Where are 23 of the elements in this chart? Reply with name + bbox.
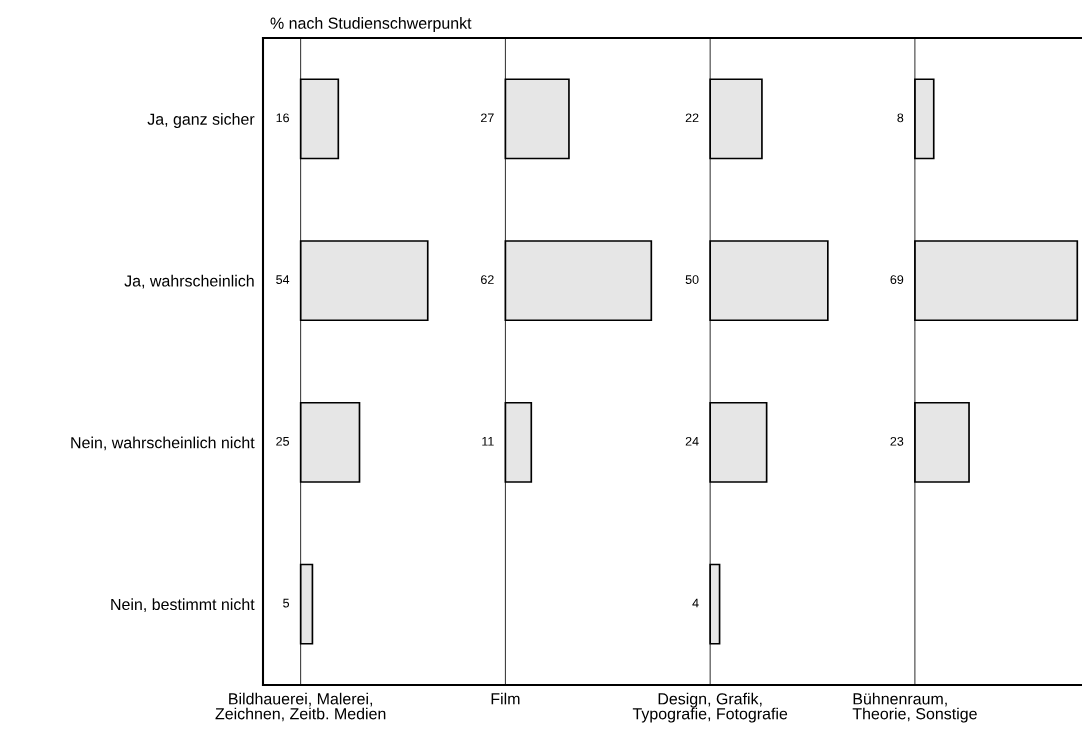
x-axis-title: Film	[491, 692, 520, 705]
data-label: 4	[692, 598, 699, 608]
data-label: 5	[283, 598, 290, 608]
data-label: 24	[685, 436, 699, 446]
data-label: 50	[685, 275, 699, 284]
data-label: 22	[685, 113, 699, 123]
y-tick-label: Ja, ganz sicher	[147, 113, 255, 128]
data-label: 69	[890, 275, 904, 284]
x-axis-title: Design, Grafik, Typografie, Fotografie	[632, 692, 788, 723]
chart-title: % nach Studienschwerpunkt	[270, 17, 472, 32]
data-label: 25	[276, 436, 290, 446]
data-label: 62	[481, 275, 494, 284]
y-tick-label: Nein, wahrscheinlich nicht	[71, 436, 255, 451]
data-label: 27	[481, 113, 494, 123]
x-axis-title: Bühnenraum, Theorie, Sonstige	[852, 692, 977, 723]
data-label: 23	[890, 436, 904, 446]
y-tick-label: Nein, bestimmt nicht	[111, 598, 255, 612]
data-label: 54	[276, 275, 290, 284]
data-label: 16	[276, 113, 289, 123]
data-label: 8	[897, 113, 904, 123]
x-axis-title: Bildhauerei, Malerei, Zeichnen, Zeitb. Medien	[215, 692, 386, 722]
y-tick-label: Ja, wahrscheinlich	[124, 274, 254, 289]
data-label: 11	[482, 437, 494, 446]
